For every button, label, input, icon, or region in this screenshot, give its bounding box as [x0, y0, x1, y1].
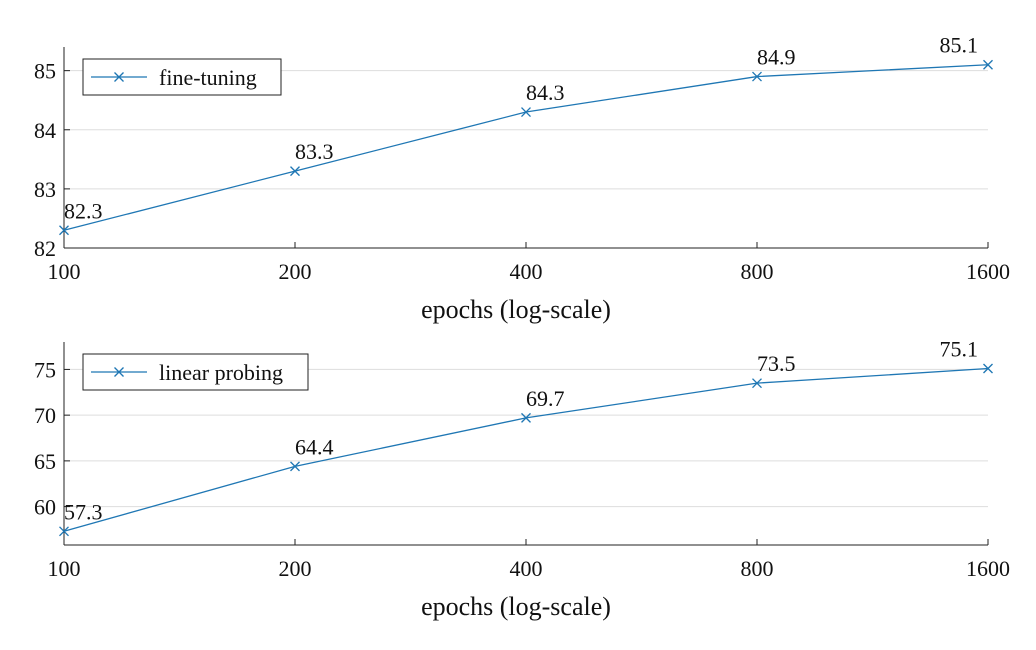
marker-stroke [290, 166, 300, 177]
y-tick-label: 83 [34, 177, 56, 202]
marker-stroke [290, 461, 300, 472]
y-tick-label: 60 [34, 495, 56, 520]
x-tick-label: 400 [510, 259, 543, 284]
x-tick-label: 400 [510, 556, 543, 581]
data-label: 57.3 [64, 499, 103, 524]
x-tick-label: 800 [741, 556, 774, 581]
y-tick-label: 85 [34, 59, 56, 84]
data-label: 73.5 [757, 351, 796, 376]
data-label: 84.3 [526, 80, 565, 105]
marker-stroke [983, 59, 993, 70]
x-axis-title: epochs (log-scale) [421, 592, 611, 621]
y-tick-label: 65 [34, 449, 56, 474]
linear-probing-panel: 60 65 70 75 100 200 400 800 1600 epochs (log-scal… [34, 337, 1010, 621]
x-axis-title: epochs (log-scale) [421, 295, 611, 324]
marker-stroke [114, 367, 124, 377]
data-point-marker [983, 59, 993, 70]
x-tick-label: 1600 [966, 556, 1010, 581]
y-tick-label: 70 [34, 403, 56, 428]
y-tick-label: 84 [34, 118, 56, 143]
data-point-marker [59, 225, 69, 236]
data-label: 82.3 [64, 198, 103, 223]
data-point-marker [290, 461, 300, 472]
x-tick-label: 200 [279, 259, 312, 284]
y-tick-label: 82 [34, 236, 56, 261]
data-point-marker [752, 71, 762, 82]
marker-stroke [752, 378, 762, 389]
legend-label: fine-tuning [159, 65, 257, 90]
legend-marker [114, 72, 124, 82]
marker-stroke [752, 71, 762, 82]
data-label: 69.7 [526, 386, 565, 411]
data-label: 85.1 [940, 33, 979, 58]
marker-stroke [59, 225, 69, 236]
legend-label: linear probing [159, 360, 283, 385]
data-point-marker [752, 378, 762, 389]
data-point-marker [521, 412, 531, 423]
data-label: 75.1 [940, 337, 979, 362]
x-tick-label: 200 [279, 556, 312, 581]
marker-stroke [521, 107, 531, 117]
y-tick-label: 75 [34, 357, 56, 382]
x-tick-label: 1600 [966, 259, 1010, 284]
data-label: 84.9 [757, 45, 796, 70]
data-point-marker [983, 363, 993, 374]
marker-stroke [983, 363, 993, 374]
data-point-marker [59, 526, 69, 537]
marker-stroke [521, 412, 531, 423]
x-tick-label: 800 [741, 259, 774, 284]
fine-tuning-panel: 82 83 84 85 100 200 400 800 1600 epochs (log-scal… [34, 33, 1010, 324]
data-point-marker [290, 166, 300, 177]
data-label: 83.3 [295, 139, 334, 164]
data-point-marker [521, 107, 531, 117]
x-tick-label: 100 [48, 259, 81, 284]
legend-marker [114, 367, 124, 377]
marker-stroke [114, 72, 124, 82]
data-label: 64.4 [295, 434, 334, 459]
x-tick-label: 100 [48, 556, 81, 581]
marker-stroke [59, 526, 69, 537]
